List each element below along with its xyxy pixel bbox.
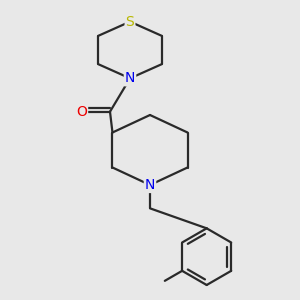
Text: N: N	[145, 178, 155, 192]
Text: O: O	[76, 105, 87, 119]
Text: N: N	[125, 71, 135, 85]
Text: S: S	[126, 15, 134, 29]
